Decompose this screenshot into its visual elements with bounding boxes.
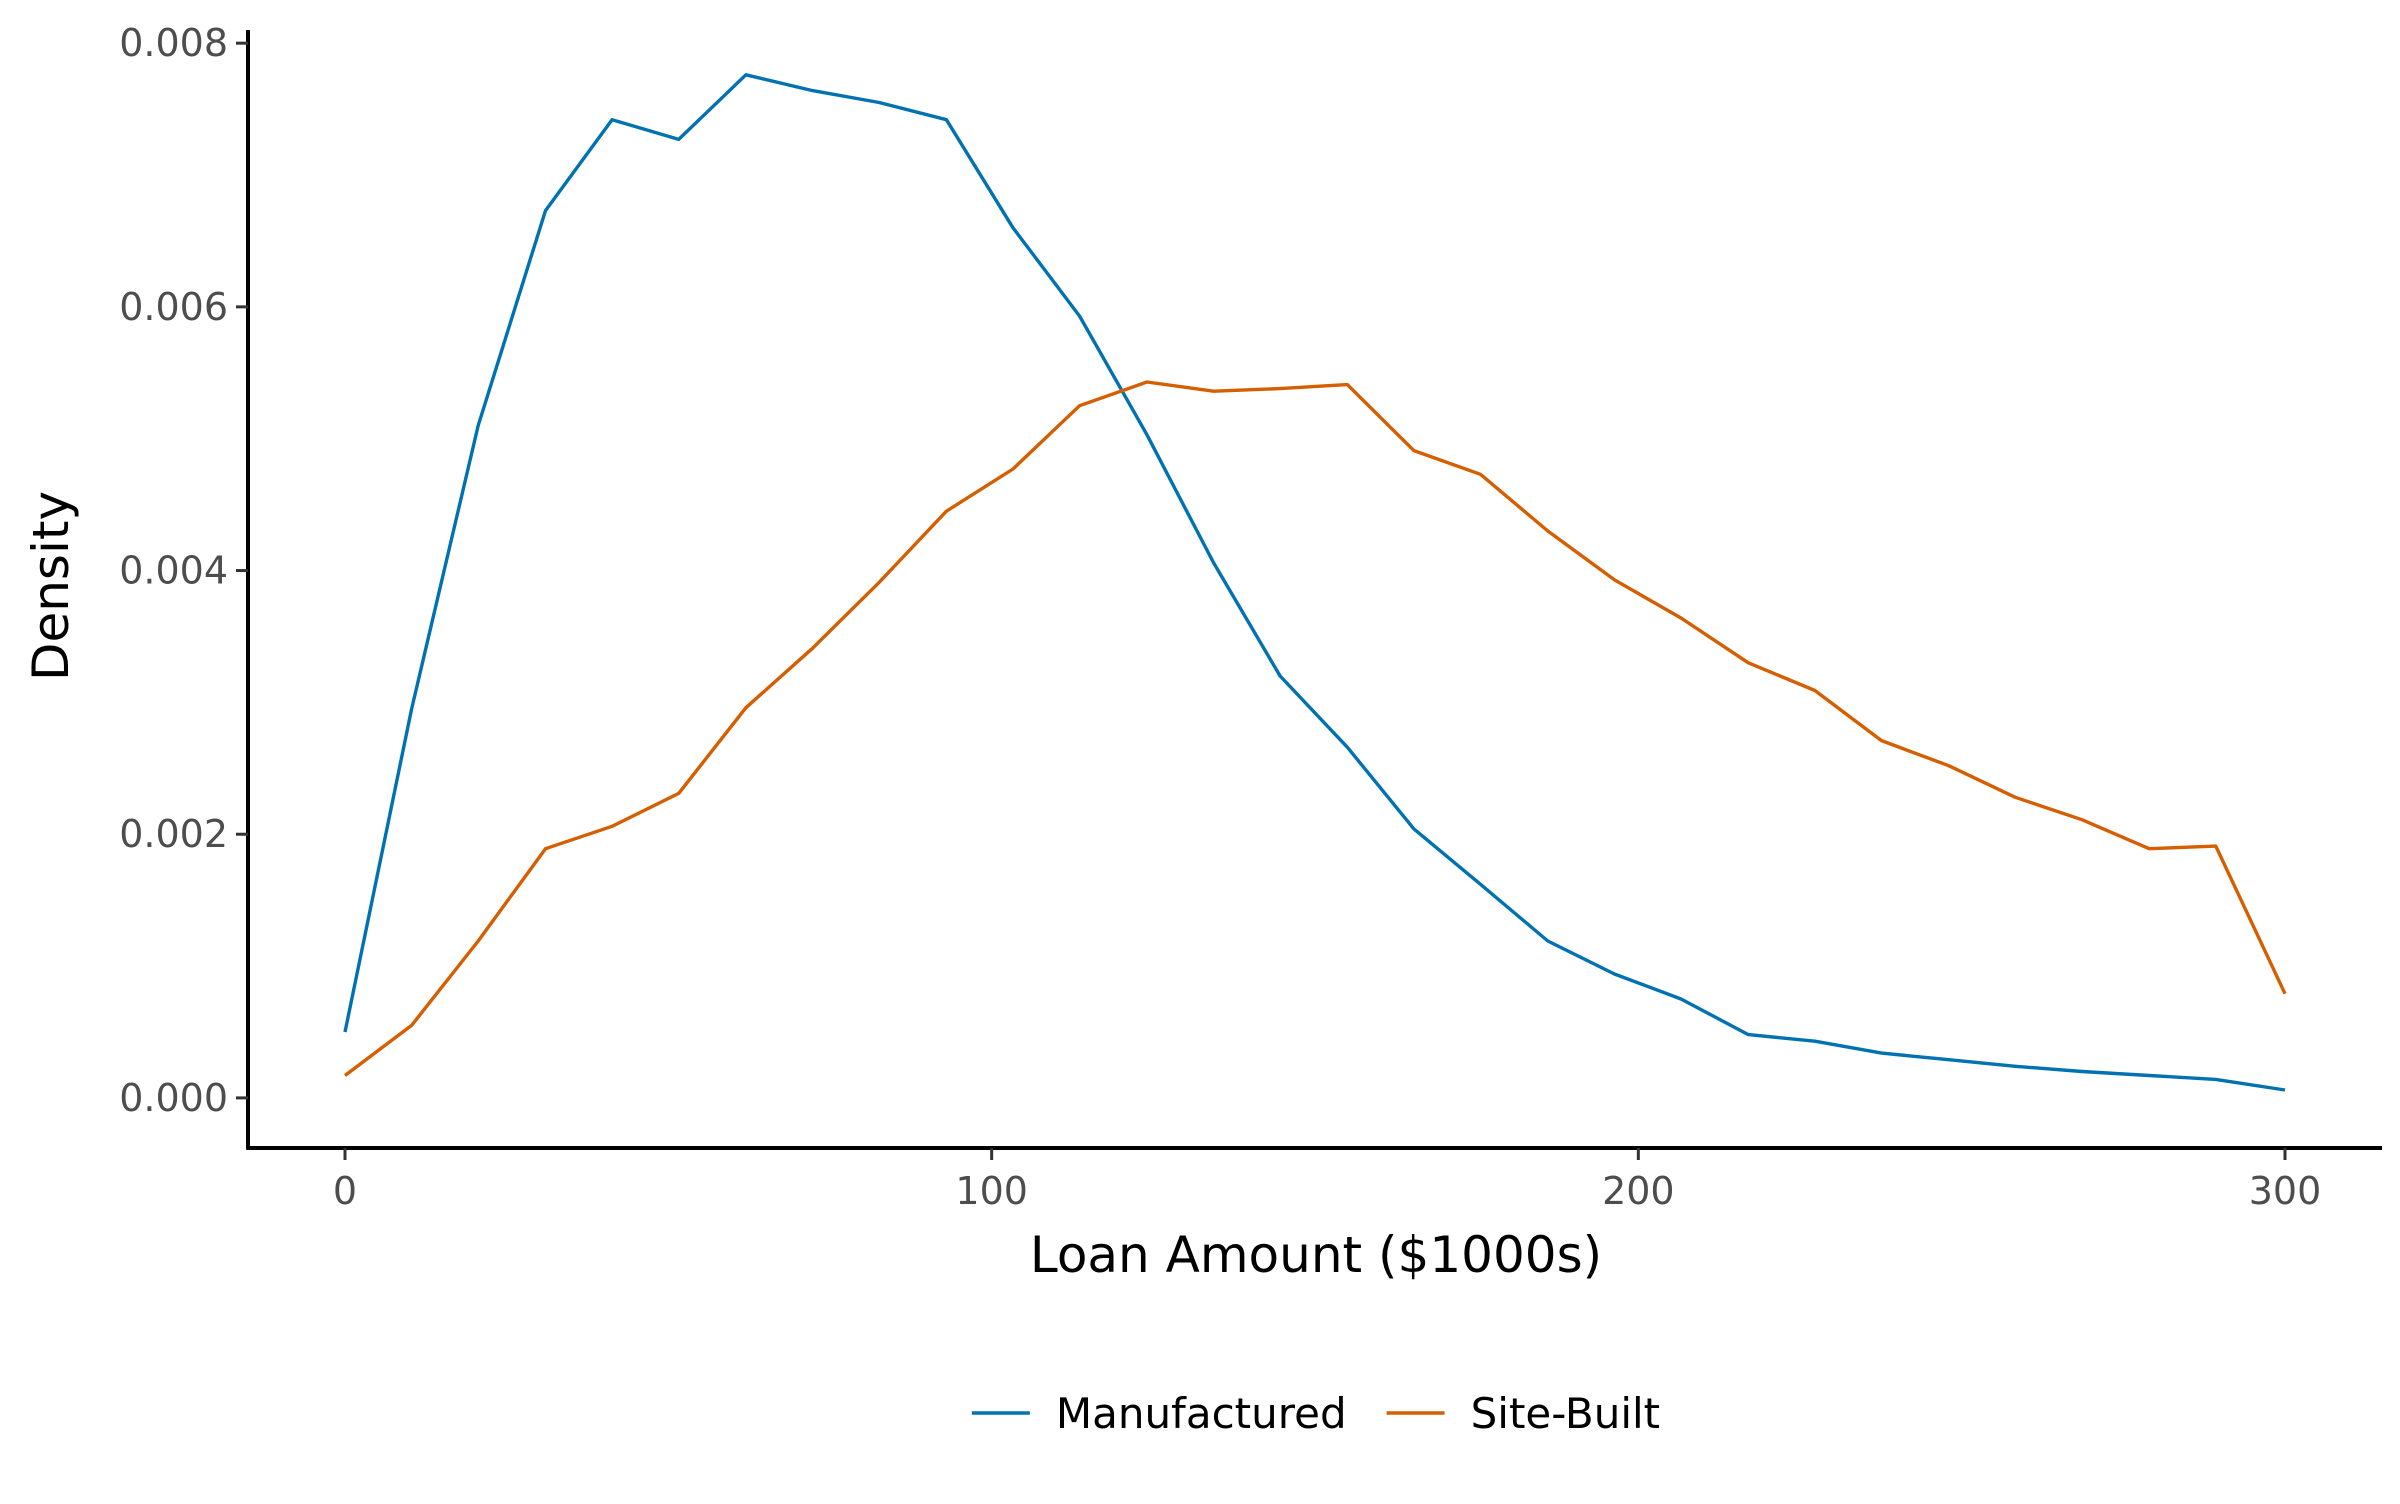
legend-label-manufactured: Manufactured [1056, 1389, 1347, 1438]
series-line-site-built [343, 380, 2287, 1077]
y-tick-label: 0.008 [119, 21, 228, 65]
legend: Manufactured Site-Built [971, 1389, 1661, 1438]
series-line-manufactured [343, 73, 2286, 1092]
y-tick-label: 0.006 [119, 285, 228, 329]
axes-layer: 0.000 0.002 0.004 0.006 0.008 0 100 200 300 [119, 21, 2382, 1213]
y-tick-label: 0.004 [119, 549, 228, 593]
series-layer [343, 73, 2287, 1092]
x-tick-label: 100 [955, 1169, 1028, 1213]
y-tick-label: 0.000 [119, 1076, 228, 1120]
y-axis-title: Density [22, 491, 80, 681]
x-tick-label: 300 [2249, 1169, 2322, 1213]
y-tick-label: 0.002 [119, 812, 228, 856]
x-tick-label: 0 [333, 1169, 357, 1213]
x-axis-title: Loan Amount ($1000s) [1030, 1226, 1602, 1284]
legend-label-site-built: Site-Built [1471, 1389, 1661, 1438]
x-tick-label: 200 [1602, 1169, 1675, 1213]
